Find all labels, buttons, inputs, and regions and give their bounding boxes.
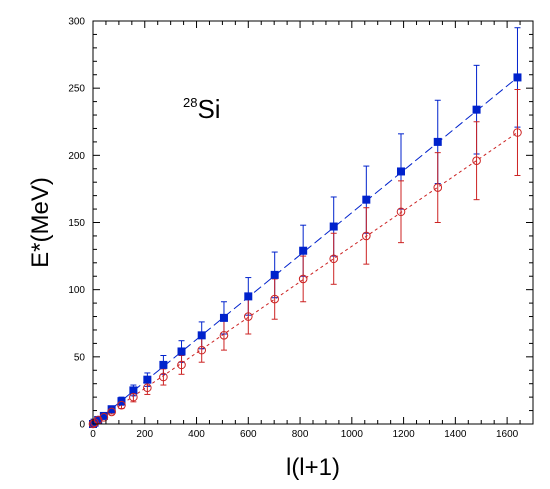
data-point-circle bbox=[298, 274, 308, 284]
y-tick-label: 250 bbox=[68, 84, 85, 95]
x-tick-label: 0 bbox=[90, 429, 96, 440]
data-point-circle bbox=[270, 294, 279, 304]
ticks bbox=[92, 20, 534, 425]
data-point-circle bbox=[107, 407, 116, 417]
data-point-circle bbox=[243, 312, 253, 321]
data-point-square bbox=[244, 292, 253, 301]
data-point-square bbox=[129, 386, 138, 395]
y-tick-label: 0 bbox=[79, 420, 85, 431]
data-point-circle bbox=[159, 372, 168, 382]
data-point-circle bbox=[362, 231, 371, 241]
plot-frame bbox=[92, 20, 534, 425]
data-point-circle bbox=[472, 156, 481, 166]
annotation-element: Si bbox=[197, 94, 220, 124]
x-tick-label: 1200 bbox=[392, 429, 415, 440]
x-tick-label: 1600 bbox=[496, 429, 519, 440]
data-point-square bbox=[472, 105, 481, 114]
data-point-square bbox=[299, 246, 308, 255]
data-point-square bbox=[329, 222, 338, 231]
x-tick-label: 1000 bbox=[341, 429, 364, 440]
y-tick-label: 100 bbox=[68, 285, 85, 296]
data-point-square bbox=[177, 347, 186, 356]
x-axis-title: l(l+1) bbox=[286, 454, 340, 481]
data-point-circle bbox=[513, 128, 522, 137]
annotation-mass-number: 28 bbox=[183, 95, 197, 110]
data-point-square bbox=[219, 313, 228, 322]
data-point-square bbox=[159, 360, 168, 369]
x-tick-label: 800 bbox=[292, 429, 309, 440]
data-point-square bbox=[270, 270, 279, 279]
data-point-circle bbox=[329, 254, 339, 264]
data-point-square bbox=[397, 167, 405, 176]
data-point-circle bbox=[177, 360, 186, 370]
data-point-circle bbox=[197, 345, 207, 355]
y-tick-label: 300 bbox=[68, 17, 85, 28]
data-point-circle bbox=[433, 183, 443, 192]
data-point-circle bbox=[396, 207, 406, 217]
y-axis-title: E*(MeV) bbox=[27, 177, 54, 268]
nucleus-annotation: 28Si bbox=[183, 94, 221, 124]
x-tick-label: 400 bbox=[188, 429, 205, 440]
x-tick-label: 1400 bbox=[444, 429, 467, 440]
fit-line-series-1 bbox=[92, 132, 518, 425]
data-point-circle bbox=[143, 383, 152, 393]
data-point-square bbox=[107, 405, 116, 414]
y-tick-label: 50 bbox=[74, 352, 86, 363]
data-point-circle bbox=[219, 331, 229, 340]
data-point-circle bbox=[129, 392, 138, 402]
x-tick-label: 600 bbox=[240, 429, 257, 440]
data-point-square bbox=[99, 411, 108, 420]
data-point-circle bbox=[117, 400, 126, 410]
error-bars bbox=[95, 27, 521, 422]
data-point-square bbox=[433, 137, 442, 146]
data-point-square bbox=[143, 375, 152, 384]
data-point-square bbox=[362, 195, 371, 204]
data-point-circle bbox=[99, 412, 109, 422]
data-point-square bbox=[513, 73, 522, 82]
x-tick-label: 200 bbox=[136, 429, 153, 440]
tick-labels: 0 200 400 600 800 1000 1200 1400 1600 0 50 100 150 20… bbox=[68, 17, 518, 441]
data-point-square bbox=[197, 331, 206, 340]
y-tick-label: 200 bbox=[68, 151, 85, 162]
y-tick-label: 150 bbox=[68, 218, 85, 229]
data-point-square bbox=[94, 415, 103, 424]
